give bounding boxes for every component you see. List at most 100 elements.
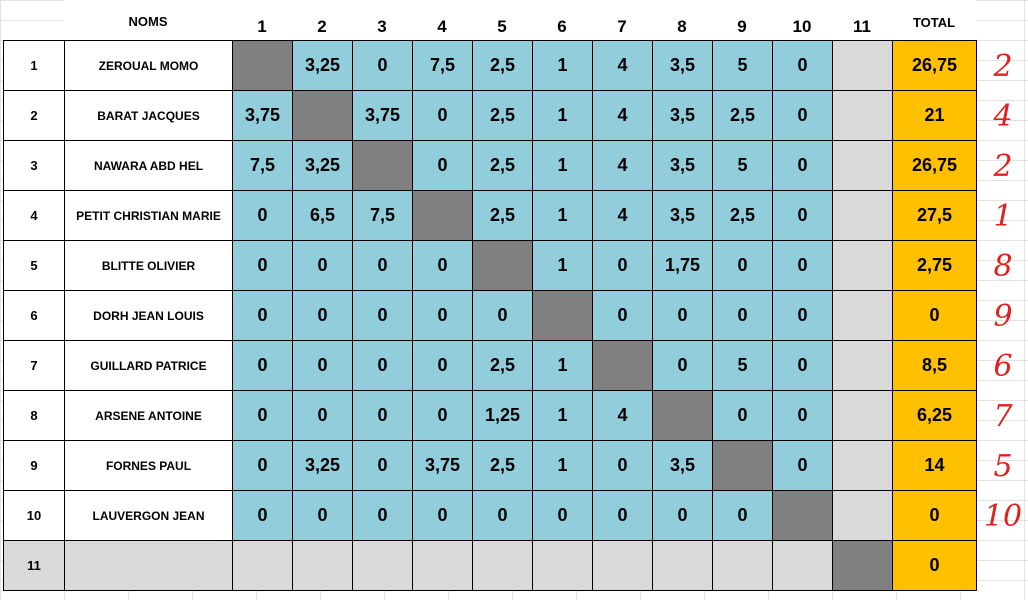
score-cell[interactable]: 3,75 [412, 440, 473, 491]
score-cell[interactable]: 0 [712, 490, 773, 541]
diagonal-cell[interactable] [772, 490, 833, 541]
score-cell[interactable]: 0 [772, 190, 833, 241]
score-cell[interactable] [832, 390, 893, 441]
score-cell[interactable] [772, 540, 833, 591]
score-cell[interactable]: 4 [592, 40, 653, 91]
score-cell[interactable]: 4 [592, 140, 653, 191]
score-cell[interactable]: 3,75 [232, 90, 293, 141]
diagonal-cell[interactable] [292, 90, 353, 141]
score-cell[interactable]: 0 [712, 290, 773, 341]
player-name-cell[interactable]: PETIT CHRISTIAN MARIE [64, 190, 233, 241]
header-col-4[interactable]: 4 [412, 0, 472, 40]
score-cell[interactable]: 0 [772, 240, 833, 291]
score-cell[interactable]: 0 [652, 340, 713, 391]
row-number[interactable]: 1 [3, 40, 65, 91]
score-cell[interactable]: 0 [592, 440, 653, 491]
score-cell[interactable]: 0 [412, 390, 473, 441]
score-cell[interactable]: 3,5 [652, 40, 713, 91]
score-cell[interactable]: 0 [292, 290, 353, 341]
diagonal-cell[interactable] [832, 540, 893, 591]
diagonal-cell[interactable] [352, 140, 413, 191]
score-cell[interactable]: 0 [412, 340, 473, 391]
score-cell[interactable] [832, 290, 893, 341]
score-cell[interactable]: 3,25 [292, 140, 353, 191]
row-number[interactable]: 5 [3, 240, 65, 291]
diagonal-cell[interactable] [532, 290, 593, 341]
score-cell[interactable]: 0 [592, 290, 653, 341]
header-col-9[interactable]: 9 [712, 0, 772, 40]
score-cell[interactable]: 0 [232, 390, 293, 441]
score-cell[interactable]: 1 [532, 90, 593, 141]
score-cell[interactable]: 5 [712, 340, 773, 391]
header-names[interactable]: NOMS [64, 0, 232, 40]
player-name-cell[interactable] [64, 540, 233, 591]
player-name-cell[interactable]: DORH JEAN LOUIS [64, 290, 233, 341]
total-cell[interactable]: 21 [892, 90, 977, 141]
score-cell[interactable]: 7,5 [412, 40, 473, 91]
score-cell[interactable] [472, 540, 533, 591]
header-col-5[interactable]: 5 [472, 0, 532, 40]
row-number[interactable]: 11 [3, 540, 65, 591]
score-cell[interactable]: 0 [352, 390, 413, 441]
player-name-cell[interactable]: GUILLARD PATRICE [64, 340, 233, 391]
score-cell[interactable]: 1 [532, 40, 593, 91]
header-col-2[interactable]: 2 [292, 0, 352, 40]
score-cell[interactable]: 0 [352, 290, 413, 341]
row-number[interactable]: 7 [3, 340, 65, 391]
score-cell[interactable]: 1 [532, 440, 593, 491]
score-cell[interactable]: 3,25 [292, 40, 353, 91]
diagonal-cell[interactable] [232, 40, 293, 91]
score-cell[interactable]: 0 [652, 490, 713, 541]
score-cell[interactable]: 0 [472, 290, 533, 341]
diagonal-cell[interactable] [412, 190, 473, 241]
player-name-cell[interactable]: LAUVERGON JEAN [64, 490, 233, 541]
score-cell[interactable]: 0 [772, 90, 833, 141]
score-cell[interactable]: 0 [412, 240, 473, 291]
score-cell[interactable]: 0 [232, 240, 293, 291]
score-cell[interactable]: 0 [592, 240, 653, 291]
score-cell[interactable] [832, 90, 893, 141]
total-cell[interactable]: 0 [892, 290, 977, 341]
score-cell[interactable]: 0 [352, 40, 413, 91]
player-name-cell[interactable]: ARSENE ANTOINE [64, 390, 233, 441]
score-cell[interactable]: 0 [412, 90, 473, 141]
player-name-cell[interactable]: ZEROUAL MOMO [64, 40, 233, 91]
score-cell[interactable]: 0 [292, 390, 353, 441]
score-cell[interactable]: 7,5 [232, 140, 293, 191]
score-cell[interactable]: 0 [772, 440, 833, 491]
score-cell[interactable] [832, 240, 893, 291]
score-cell[interactable]: 3,5 [652, 190, 713, 241]
score-cell[interactable]: 4 [592, 390, 653, 441]
total-cell[interactable]: 0 [892, 490, 977, 541]
diagonal-cell[interactable] [652, 390, 713, 441]
score-cell[interactable] [232, 540, 293, 591]
score-cell[interactable]: 0 [412, 140, 473, 191]
total-cell[interactable]: 6,25 [892, 390, 977, 441]
diagonal-cell[interactable] [472, 240, 533, 291]
score-cell[interactable]: 2,5 [712, 190, 773, 241]
score-cell[interactable] [832, 440, 893, 491]
score-cell[interactable]: 0 [292, 490, 353, 541]
score-cell[interactable]: 3,75 [352, 90, 413, 141]
header-col-3[interactable]: 3 [352, 0, 412, 40]
score-cell[interactable]: 0 [712, 240, 773, 291]
score-cell[interactable] [832, 490, 893, 541]
row-number[interactable]: 3 [3, 140, 65, 191]
row-number[interactable]: 4 [3, 190, 65, 241]
score-cell[interactable]: 0 [772, 40, 833, 91]
score-cell[interactable]: 0 [772, 340, 833, 391]
score-cell[interactable] [832, 340, 893, 391]
score-cell[interactable]: 4 [592, 90, 653, 141]
score-cell[interactable] [292, 540, 353, 591]
score-cell[interactable] [832, 40, 893, 91]
score-cell[interactable]: 0 [352, 490, 413, 541]
total-cell[interactable]: 2,75 [892, 240, 977, 291]
score-cell[interactable] [652, 540, 713, 591]
score-cell[interactable]: 0 [772, 290, 833, 341]
row-number[interactable]: 8 [3, 390, 65, 441]
score-cell[interactable]: 0 [412, 290, 473, 341]
diagonal-cell[interactable] [592, 340, 653, 391]
score-cell[interactable]: 0 [232, 490, 293, 541]
score-cell[interactable]: 0 [472, 490, 533, 541]
score-cell[interactable]: 1,75 [652, 240, 713, 291]
